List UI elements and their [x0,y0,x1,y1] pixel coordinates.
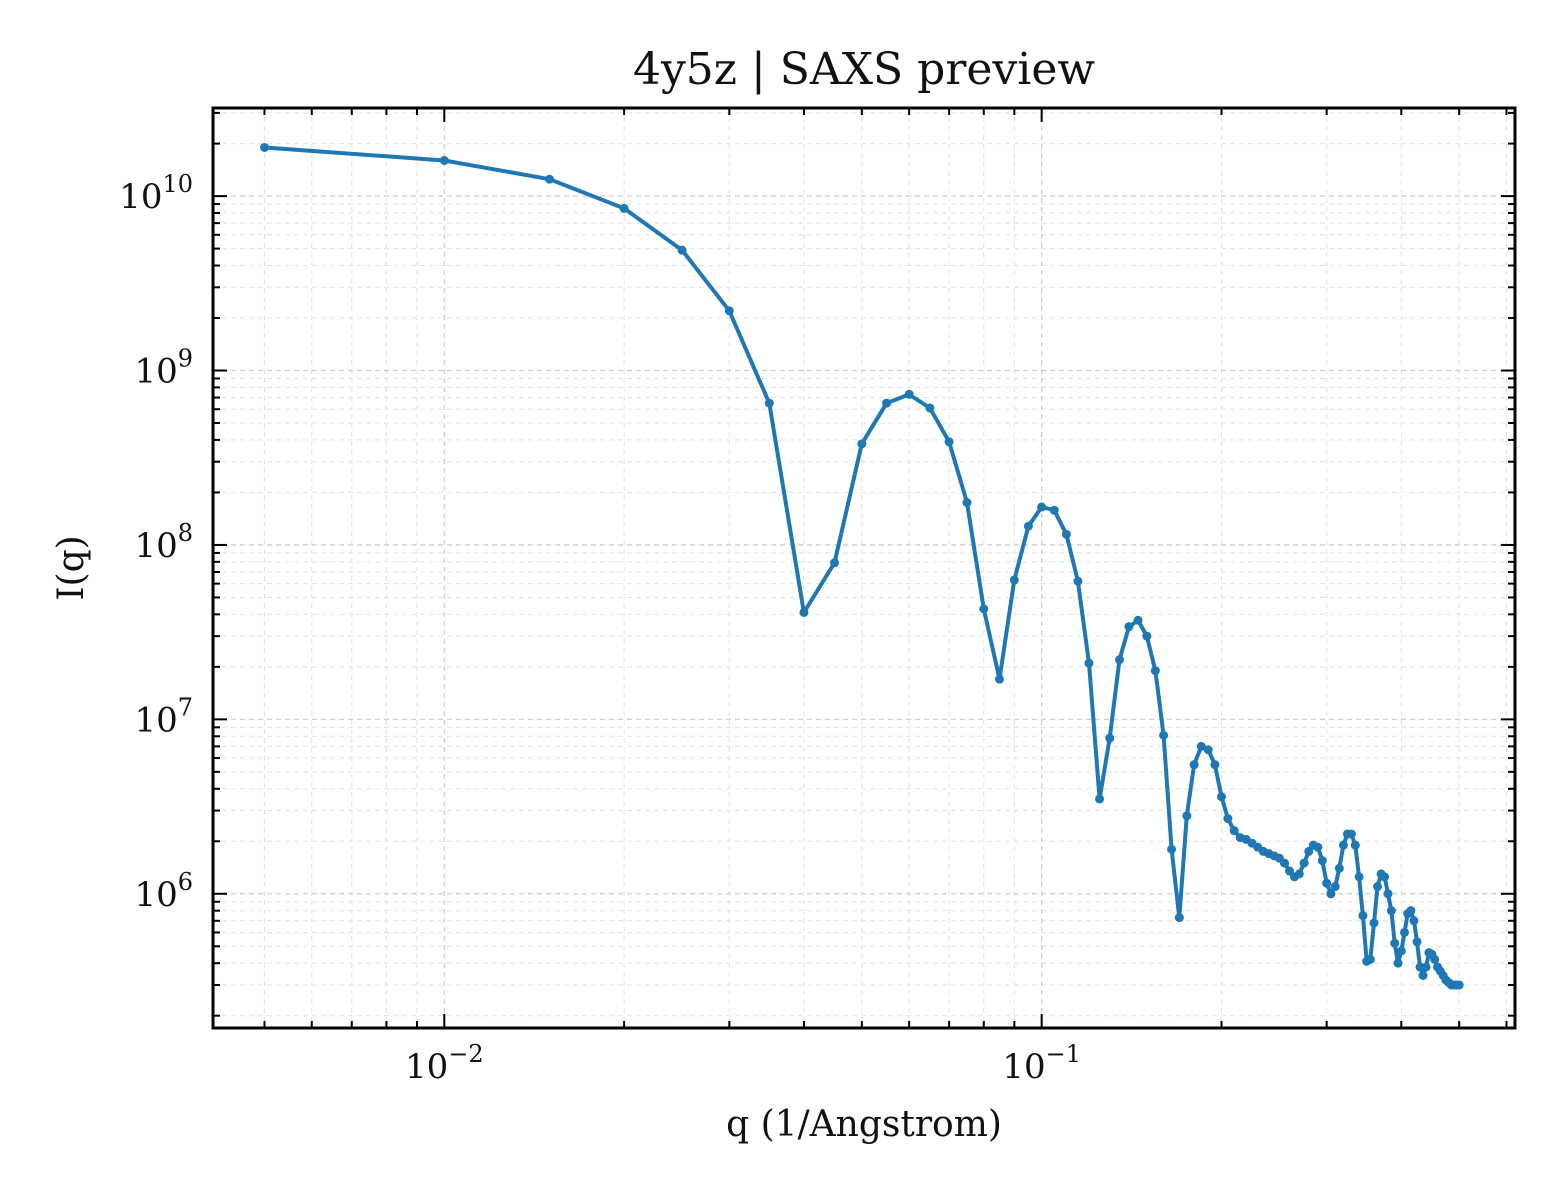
data-point [882,398,892,408]
data-point [544,174,554,184]
data-point [1150,666,1160,676]
data-point [1174,913,1184,923]
data-point [1383,889,1393,899]
data-point [1386,906,1396,916]
data-point [1313,842,1323,852]
data-point [1393,958,1403,968]
chart-title: 4y5z | SAXS preview [633,44,1095,95]
data-point [1304,846,1314,856]
data-point [764,398,774,408]
data-point [962,498,972,508]
data-point [1294,869,1304,879]
data-point [1365,954,1375,964]
data-point [1124,622,1134,632]
data-point [1409,916,1419,926]
data-point [1346,829,1356,839]
data-point [1142,631,1152,641]
data-point [1023,521,1033,531]
data-point [1418,970,1428,980]
x-tick-label: 10−2 [405,1040,484,1087]
data-point [1412,937,1422,947]
data-point [1430,954,1440,964]
data-point [1216,792,1226,802]
data-point [1390,938,1400,948]
plot-frame [211,106,1517,1030]
data-point [904,389,914,399]
data-point [1380,872,1390,882]
data-point [1133,615,1143,625]
data-point [1223,814,1233,824]
data-point [857,439,867,449]
data-point [1354,872,1364,882]
data-point [1406,906,1416,916]
data-point [1210,760,1220,770]
data-point [1105,733,1115,743]
data-point [1454,980,1464,990]
y-tick-label: 106 [134,868,193,915]
data-point [1350,840,1360,850]
data-point [1322,878,1332,888]
x-axis-label: q (1/Angstrom) [726,1104,1002,1145]
data-point [1095,794,1105,804]
y-axis-label: I(q) [51,535,92,600]
data-point [619,203,629,213]
data-point [1317,856,1327,866]
data-point [1115,655,1125,665]
data-point [1182,811,1192,821]
data-point [1334,863,1344,873]
data-point [1084,658,1094,668]
data-point [944,437,954,447]
data-point [925,403,935,413]
data-point [1299,858,1309,868]
data-point [799,607,809,617]
data-point [1196,741,1206,751]
major-grid [213,108,1515,1028]
data-point [1061,529,1071,539]
x-tick-label: 10−1 [1002,1040,1081,1087]
data-point [1049,505,1059,515]
data-point [1189,760,1199,770]
y-tick-label: 107 [134,693,193,740]
y-tick-label: 109 [134,345,193,392]
data-point [1203,745,1213,755]
data-point [1358,911,1368,921]
data-point [1396,946,1406,956]
data-point [724,306,734,316]
data-point [1229,826,1239,836]
data-point [1373,882,1383,892]
data-point [677,245,687,255]
data-point [1369,918,1379,928]
data-point [1037,502,1047,512]
data-point [1421,962,1431,972]
data-point [259,142,269,152]
axis-ticks [213,108,1515,1028]
series-layer [259,142,1464,990]
data-point [1073,576,1083,586]
data-point [979,604,989,614]
data-point [1330,882,1340,892]
data-point [439,156,449,166]
data-point [1159,730,1169,740]
y-tick-label: 1010 [119,170,193,217]
data-point [1167,844,1177,854]
data-point [830,558,840,568]
y-tick-label: 108 [134,519,193,566]
data-point [994,674,1004,684]
tick-labels: 10−2 10−1 106 107 108 109 1010 [119,170,1081,1087]
data-point [1280,858,1290,868]
data-point [1400,927,1410,937]
minor-grid [213,108,1515,1028]
data-point [1338,840,1348,850]
data-point [1326,889,1336,899]
data-point [1009,575,1019,585]
